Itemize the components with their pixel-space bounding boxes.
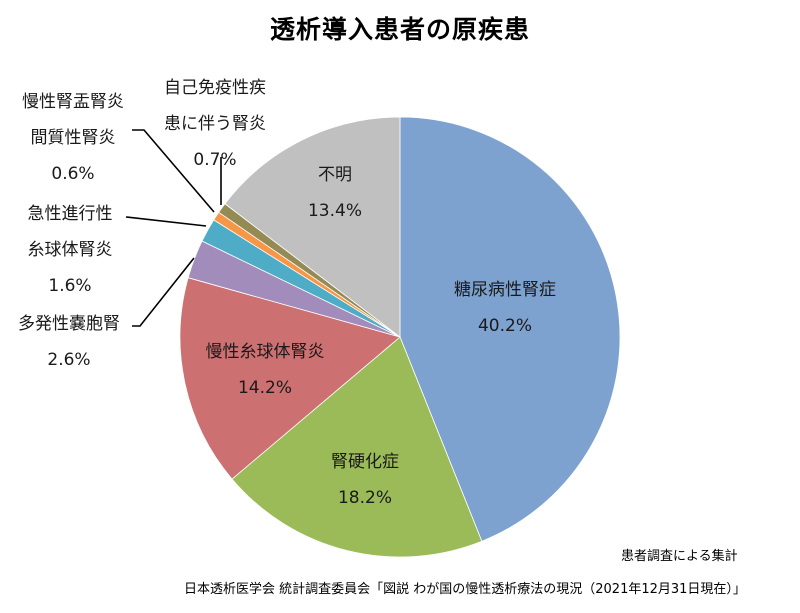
pie-slice bbox=[231, 336, 483, 558]
leader-lines bbox=[125, 129, 222, 327]
label-nephrosclerosis: 腎硬化症 18.2% bbox=[331, 452, 399, 508]
leader-pkd bbox=[132, 257, 195, 327]
leader-pyelo bbox=[132, 129, 215, 213]
label-rpgn: 急性進行性 糸球体腎炎 1.6% bbox=[27, 204, 113, 296]
chart-title: 透析導入患者の原疾患 bbox=[269, 15, 530, 44]
source-note: 日本透析医学会 統計調査委員会「図説 わが国の慢性透析療法の現況（2021年12… bbox=[184, 582, 746, 597]
label-autoimmune: 自己免疫性疾 患に伴う腎炎 0.7% bbox=[164, 78, 266, 170]
pie-slice bbox=[224, 116, 401, 338]
label-pyelo: 慢性腎盂腎炎 間質性腎炎 0.6% bbox=[22, 92, 124, 184]
label-diabetic: 糖尿病性腎症 40.2% bbox=[454, 280, 556, 336]
label-unknown: 不明 13.4% bbox=[307, 165, 362, 221]
label-chronic-gn: 慢性糸球体腎炎 14.2% bbox=[205, 342, 325, 398]
aggregation-note: 患者調査による集計 bbox=[621, 549, 738, 564]
pie-slices bbox=[179, 116, 621, 558]
pie-slice bbox=[399, 116, 621, 542]
label-pkd: 多発性嚢胞腎 2.6% bbox=[18, 314, 120, 370]
pie-slice bbox=[179, 277, 401, 480]
leader-rpgn bbox=[125, 216, 207, 227]
